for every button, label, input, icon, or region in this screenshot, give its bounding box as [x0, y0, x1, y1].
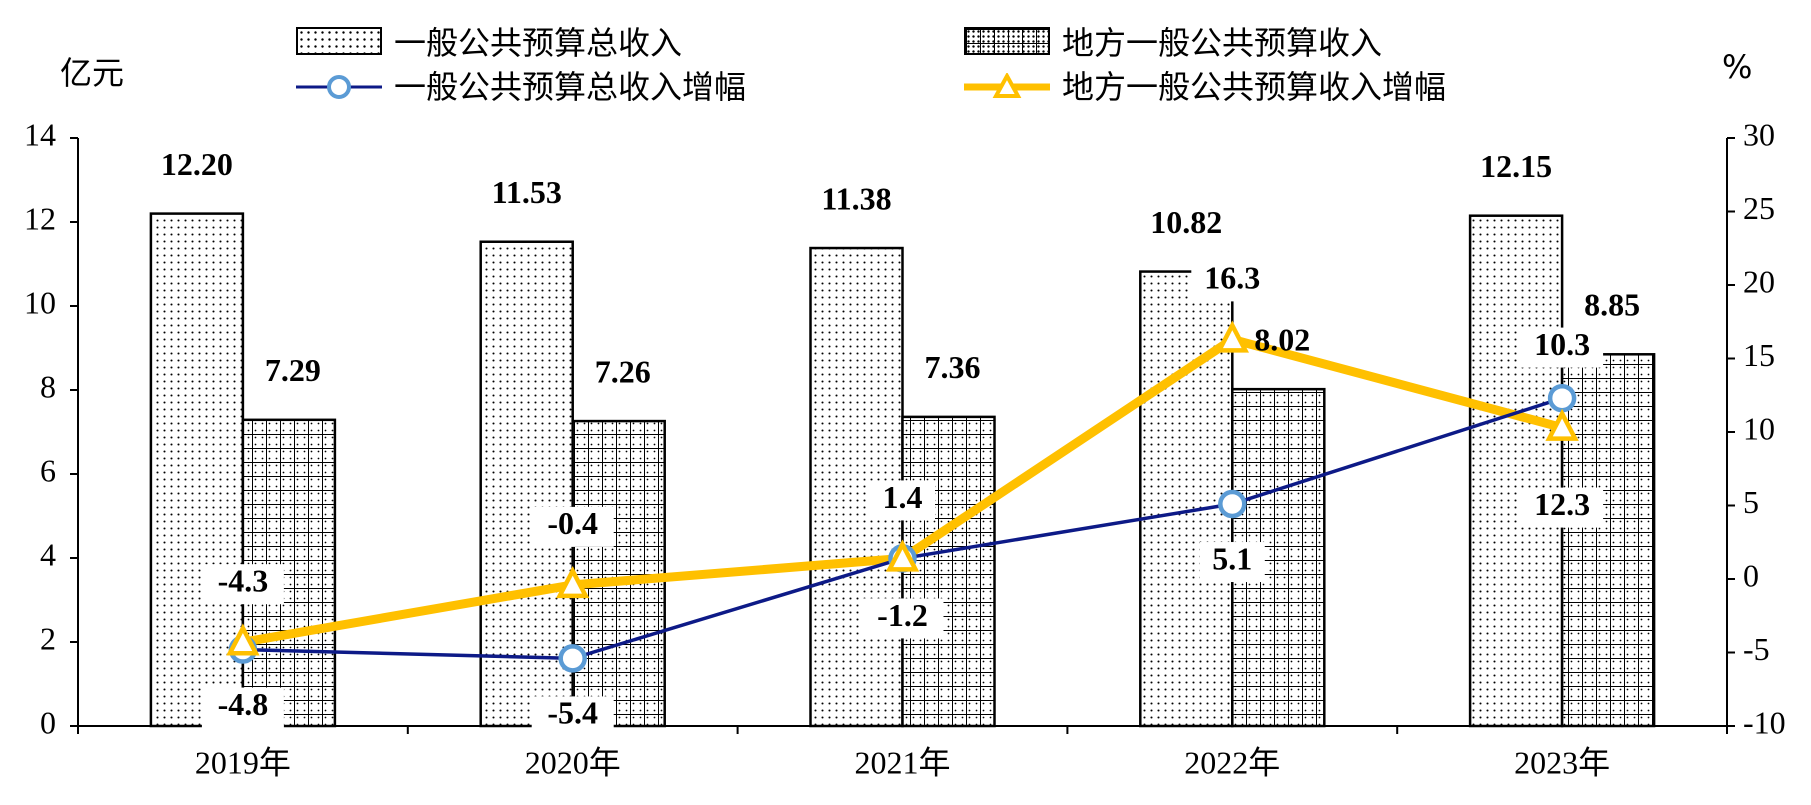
data-label-total-growth: -5.4 [547, 695, 598, 731]
data-label-local-growth-bg [201, 564, 284, 605]
legend-item-local-growth: 地方一般公共预算收入增幅 [964, 62, 1446, 108]
marker-local-growth [1545, 408, 1579, 441]
right-tick-label: -10 [1743, 704, 1786, 740]
data-label-local-revenue: 7.29 [265, 352, 321, 388]
marker-total-growth [1547, 383, 1577, 413]
right-tick-label: 10 [1743, 410, 1775, 446]
bar-total-revenue [1139, 270, 1234, 728]
right-tick-label: 0 [1743, 557, 1759, 593]
right-axis-unit: % [1722, 48, 1753, 86]
data-label-local-revenue: 7.36 [925, 349, 981, 385]
left-axis-unit: 亿元 [60, 54, 125, 92]
data-label-total-growth: -1.2 [877, 597, 928, 633]
legend-label: 一般公共预算总收入增幅 [394, 68, 747, 106]
data-label-total-growth: 12.3 [1534, 486, 1590, 522]
bar-local-revenue [1560, 353, 1656, 728]
legend-swatch-dots [296, 27, 382, 55]
x-tick-label: 2020年 [525, 744, 621, 780]
marker-local-growth [885, 539, 920, 572]
data-label-local-growth-bg [870, 480, 935, 521]
legend-swatch-grid [964, 27, 1050, 55]
right-tick-label: -5 [1743, 631, 1770, 667]
data-label-total-revenue: 12.20 [161, 146, 233, 182]
right-tick-label: 20 [1743, 263, 1775, 299]
data-label-local-revenue: 8.02 [1254, 322, 1310, 358]
right-tick-label: 5 [1743, 484, 1759, 520]
right-tick-label: 15 [1743, 337, 1775, 373]
left-tick-label: 10 [24, 284, 56, 320]
marker-local-growth [226, 623, 260, 656]
data-label-total-growth-bg [861, 598, 944, 639]
data-label-local-growth-bg [1191, 261, 1274, 302]
legend-item-local-revenue: 地方一般公共预算收入 [964, 18, 1382, 64]
data-label-local-growth: 16.3 [1204, 260, 1260, 296]
data-label-total-revenue: 11.53 [492, 174, 562, 210]
data-label-total-growth-bg [1521, 487, 1604, 528]
left-tick-label: 4 [40, 536, 56, 572]
data-label-total-growth-bg [531, 696, 614, 737]
data-label-total-revenue: 10.82 [1150, 204, 1222, 240]
right-tick-label: 30 [1743, 116, 1775, 152]
data-label-local-revenue: 7.26 [595, 353, 651, 389]
x-tick-label: 2022年 [1184, 744, 1280, 780]
legend: 一般公共预算总收入 地方一般公共预算收入 一般公共预算总收入增幅 地方一般公共预… [296, 12, 1596, 112]
left-tick-label: 12 [24, 200, 56, 236]
x-tick-label: 2023年 [1514, 744, 1610, 780]
left-tick-label: 0 [40, 704, 56, 740]
data-label-local-revenue: 8.85 [1584, 287, 1640, 323]
data-label-local-growth-bg [531, 506, 614, 547]
bar-total-revenue [149, 212, 245, 728]
lines-group [226, 320, 1579, 673]
x-tick-label: 2019年 [195, 744, 291, 780]
data-label-total-growth-bg [1199, 542, 1265, 583]
data-label-local-growth: 1.4 [883, 479, 923, 515]
data-label-total-revenue: 11.38 [821, 180, 891, 216]
right-tick-label: 25 [1743, 190, 1775, 226]
bar-total-revenue [479, 240, 574, 728]
legend-swatch-circle-line [296, 71, 382, 99]
data-label-total-growth: 5.1 [1212, 540, 1252, 576]
data-labels-group: 12.20 11.53 11.38 10.82 12.15 7.29 7.26 7.36 8.0… [161, 146, 1640, 737]
axes-group: 0 2 4 6 8 10 12 14 -10 -5 0 5 10 15 20 25 30 2019年 2020年 20… [24, 116, 1786, 780]
data-label-local-growth: 10.3 [1534, 326, 1590, 362]
bars-group [149, 212, 1656, 728]
left-tick-label: 6 [40, 452, 56, 488]
data-label-local-growth-bg [1521, 327, 1604, 368]
legend-label: 一般公共预算总收入 [394, 24, 683, 62]
data-label-local-growth: -0.4 [547, 505, 598, 541]
left-tick-label: 2 [40, 620, 56, 656]
marker-total-growth [1218, 489, 1247, 519]
bar-total-revenue [1468, 214, 1564, 728]
x-tick-label: 2021年 [854, 744, 950, 780]
data-label-local-growth: -4.3 [218, 563, 269, 599]
legend-swatch-triangle-line [964, 71, 1050, 99]
data-label-total-revenue: 12.15 [1480, 148, 1552, 184]
legend-item-total-revenue: 一般公共预算总收入 [296, 18, 682, 64]
bar-local-revenue [571, 419, 666, 728]
left-tick-label: 8 [40, 368, 56, 404]
legend-label: 地方一般公共预算收入增幅 [1062, 68, 1447, 106]
data-label-total-growth: -4.8 [218, 686, 269, 722]
data-label-total-growth-bg [201, 687, 284, 728]
legend-item-total-growth: 一般公共预算总收入增幅 [296, 62, 746, 108]
marker-total-growth [558, 644, 587, 673]
legend-label: 地方一般公共预算收入 [1062, 24, 1383, 62]
marker-local-growth [555, 566, 590, 599]
left-tick-label: 14 [24, 116, 56, 152]
marker-local-growth [1215, 320, 1250, 353]
